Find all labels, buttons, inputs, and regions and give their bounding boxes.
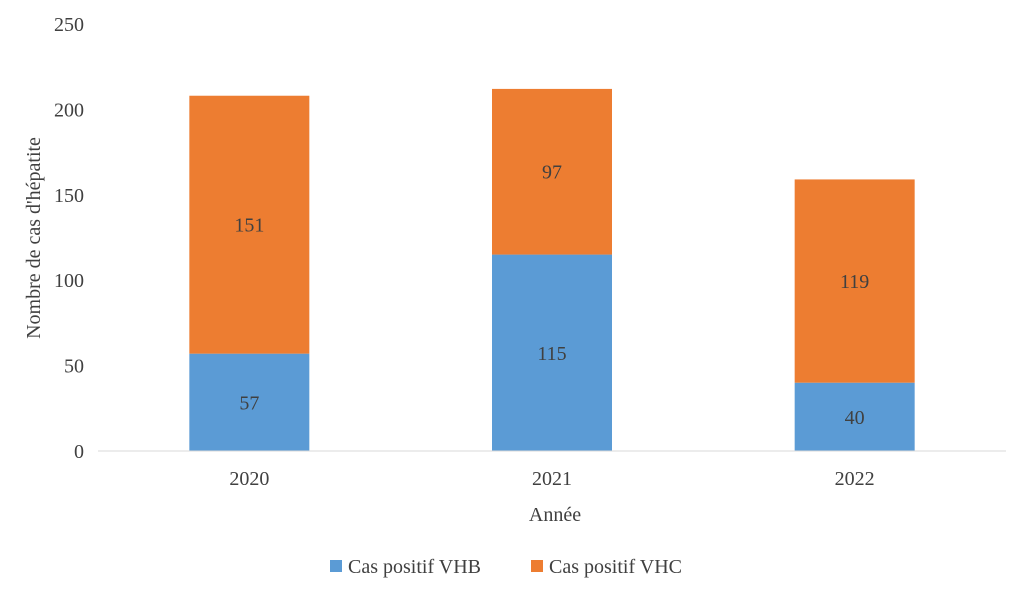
legend: Cas positif VHB Cas positif VHC [330, 556, 682, 578]
bar-vhb-2021 [492, 254, 612, 451]
legend-swatch-vhb [330, 560, 342, 572]
x-axis-ticks: 2020 2021 2022 [229, 468, 874, 490]
data-label: 151 [234, 215, 264, 237]
bar-vhb-2022 [794, 382, 915, 451]
x-tick-label: 2020 [229, 468, 269, 490]
legend-label: Cas positif VHC [549, 556, 682, 578]
data-label: 40 [845, 407, 865, 429]
y-tick-label: 100 [54, 270, 84, 292]
bar-vhc-2022 [794, 179, 915, 383]
data-label: 119 [840, 271, 869, 293]
data-label: 115 [537, 343, 566, 365]
data-label: 57 [239, 392, 259, 414]
data-label: 97 [542, 162, 562, 184]
y-axis-title: Nombre de cas d'hépatite [23, 137, 45, 339]
y-tick-label: 50 [64, 356, 84, 378]
bars [189, 88, 915, 451]
legend-swatch-vhc [531, 560, 543, 572]
bar-vhc-2020 [189, 95, 310, 354]
y-tick-label: 0 [74, 441, 84, 463]
legend-label: Cas positif VHB [348, 556, 481, 578]
y-axis-ticks: 0 50 100 150 200 250 [54, 14, 84, 463]
y-tick-label: 150 [54, 185, 84, 207]
bar-vhb-2020 [189, 353, 310, 451]
x-tick-label: 2022 [835, 468, 875, 490]
y-tick-label: 250 [54, 14, 84, 36]
x-axis-title: Année [529, 504, 581, 526]
data-labels: 57 151 115 97 40 119 [234, 162, 869, 429]
bar-vhc-2021 [492, 88, 612, 255]
y-tick-label: 200 [54, 99, 84, 121]
x-tick-label: 2021 [532, 468, 572, 490]
